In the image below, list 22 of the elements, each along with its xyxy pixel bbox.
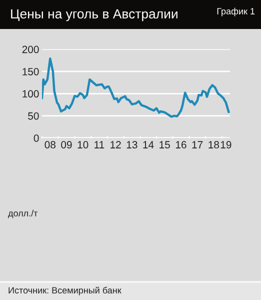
x-tick-label: 17 (192, 141, 203, 148)
y-tick-label: 50 (28, 112, 39, 120)
y-tick-label: 150 (22, 68, 39, 76)
y-tick-label: 0 (34, 134, 39, 142)
x-tick-label: 19 (220, 141, 232, 148)
x-tick-label: 14 (143, 141, 154, 148)
x-tick-label: 13 (126, 141, 138, 148)
y-tick-label: 200 (22, 46, 39, 54)
x-tick-label: 08 (44, 141, 56, 148)
x-tick-label: 09 (61, 141, 72, 148)
text: График 1 (217, 8, 255, 16)
line-series (42, 58, 230, 118)
x-tick-label: 18 (208, 141, 219, 148)
chart-title: Цены на уголь в Австралии (11, 9, 178, 22)
x-tick-label: 15 (160, 141, 170, 148)
x-tick-label: 16 (176, 141, 186, 148)
x-tick-label: 12 (110, 141, 121, 148)
text: долл./т (8, 210, 38, 218)
x-tick-label: 10 (78, 141, 88, 148)
x-tick-label: 11 (94, 141, 104, 148)
y-tick-label: 100 (22, 90, 39, 98)
text: Источник: Всемирный банк (8, 286, 122, 296)
